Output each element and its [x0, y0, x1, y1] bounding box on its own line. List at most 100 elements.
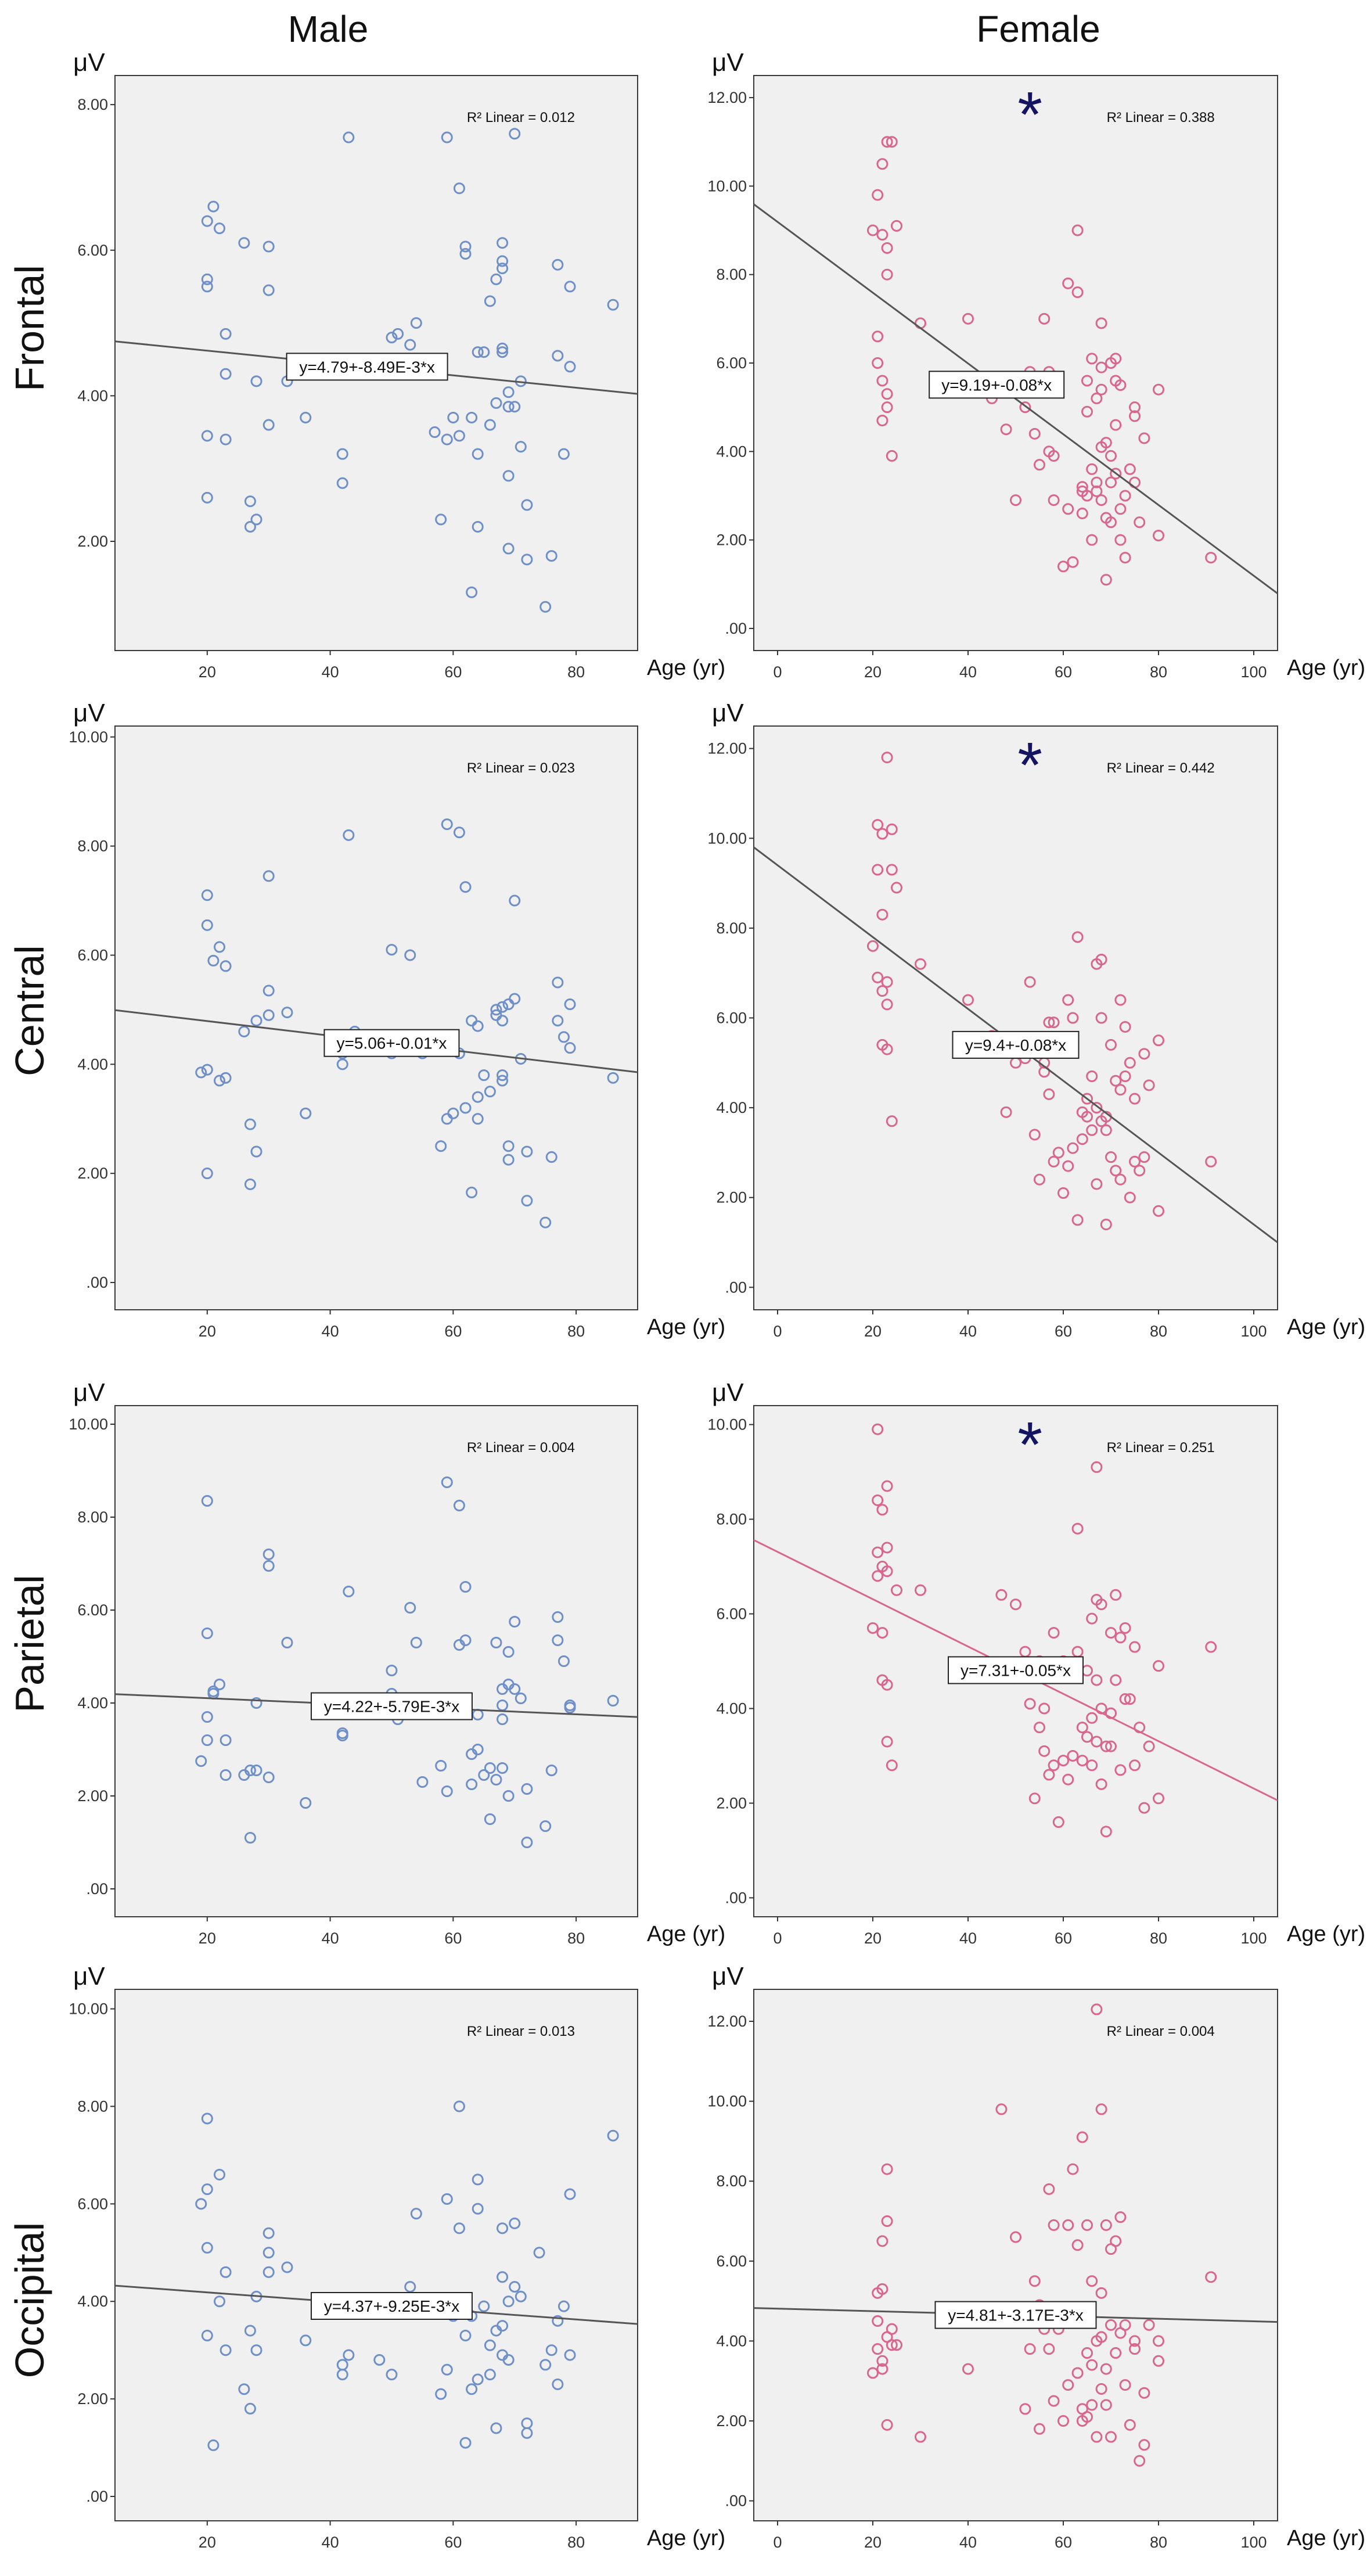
- data-point: [607, 1072, 619, 1084]
- y-tick-label: 4.00: [716, 1700, 747, 1717]
- data-point: [1100, 2219, 1112, 2231]
- x-tick-label: 60: [444, 1930, 462, 1947]
- data-point: [1205, 1641, 1217, 1653]
- data-point: [509, 401, 521, 413]
- data-point: [521, 2427, 533, 2439]
- data-point: [1138, 2439, 1150, 2451]
- r2-label: R² Linear = 0.012: [467, 110, 575, 125]
- x-tick-label: 80: [567, 1930, 585, 1947]
- data-point: [962, 994, 974, 1006]
- data-point: [1119, 552, 1131, 564]
- y-tick-label: 2.00: [77, 1787, 108, 1805]
- equation-label: y=9.4+-0.08*x: [965, 1036, 1066, 1054]
- x-tick-label: 60: [444, 663, 462, 681]
- data-point: [262, 1560, 275, 1572]
- equation-box: [310, 1692, 473, 1720]
- data-point: [1043, 2343, 1055, 2355]
- column-header-male: Male: [288, 8, 369, 50]
- data-point: [876, 1504, 888, 1516]
- y-tick-label: 4.00: [77, 1055, 108, 1073]
- x-tick-label: 40: [959, 1323, 977, 1340]
- data-point: [1010, 1598, 1021, 1611]
- data-point: [1038, 1745, 1051, 1757]
- data-point: [484, 2369, 496, 2381]
- data-point: [1091, 1461, 1103, 1473]
- data-point: [1100, 2399, 1112, 2411]
- y-tick-label: 8.00: [77, 1508, 108, 1526]
- data-point: [1057, 1755, 1069, 1767]
- data-point: [891, 220, 902, 232]
- data-point: [1095, 317, 1107, 329]
- y-tick-label: 6.00: [77, 242, 108, 259]
- data-point: [1071, 1522, 1084, 1535]
- y-tick-label: .00: [86, 1274, 108, 1291]
- data-point: [1091, 1674, 1103, 1686]
- x-tick-label: 40: [322, 1930, 339, 1947]
- equation-box: [952, 1030, 1080, 1059]
- data-point: [201, 215, 213, 227]
- data-point: [521, 554, 533, 566]
- data-point: [1095, 2383, 1107, 2395]
- data-point: [881, 1043, 893, 1055]
- equation-box: [934, 2301, 1097, 2329]
- data-point: [336, 2369, 348, 2381]
- data-point: [1019, 401, 1031, 414]
- data-point: [1095, 361, 1107, 373]
- data-point: [1119, 2379, 1131, 2391]
- data-point: [509, 993, 521, 1005]
- data-point: [497, 342, 509, 354]
- data-point: [497, 2222, 509, 2234]
- data-point: [1076, 2131, 1088, 2143]
- data-point: [1138, 2387, 1150, 2399]
- y-tick-label: 12.00: [707, 2013, 747, 2030]
- data-point: [262, 2227, 275, 2239]
- data-point: [876, 2235, 888, 2247]
- data-point: [915, 958, 926, 970]
- data-point: [876, 985, 888, 997]
- data-point: [539, 601, 552, 613]
- data-point: [881, 136, 893, 148]
- data-point: [552, 350, 564, 362]
- significance-star: *: [1017, 79, 1042, 150]
- data-point: [466, 411, 478, 423]
- data-point: [1028, 2275, 1041, 2287]
- x-axis-label: Age (yr): [1287, 1922, 1365, 1946]
- data-point: [564, 361, 576, 373]
- point-group: [201, 128, 619, 613]
- data-point: [876, 908, 888, 921]
- data-point: [1114, 1764, 1127, 1776]
- data-point: [214, 1679, 225, 1690]
- data-point: [497, 346, 509, 358]
- data-point: [466, 2383, 478, 2395]
- data-point: [207, 1686, 220, 1697]
- data-point: [343, 829, 355, 841]
- y-tick-label: 2.00: [716, 1794, 747, 1812]
- data-point: [201, 889, 213, 901]
- data-point: [1134, 2455, 1146, 2467]
- x-axis-label: Age (yr): [1287, 2526, 1365, 2550]
- data-point: [1048, 2395, 1060, 2407]
- data-point: [201, 1627, 213, 1639]
- data-point: [1043, 1769, 1055, 1781]
- point-group: [867, 136, 1217, 586]
- data-point: [1153, 530, 1164, 541]
- y-tick-label: .00: [725, 1889, 747, 1906]
- x-tick-label: 0: [773, 1930, 782, 1947]
- data-point: [195, 2198, 207, 2210]
- data-point: [441, 818, 453, 831]
- data-point: [386, 2369, 398, 2381]
- data-point: [1110, 419, 1122, 431]
- data-point: [539, 1820, 552, 1832]
- data-point: [886, 864, 898, 876]
- data-point: [1038, 312, 1051, 325]
- data-point: [557, 1031, 570, 1043]
- data-point: [472, 1091, 484, 1103]
- data-point: [1081, 2347, 1093, 2359]
- y-tick-label: 2.00: [77, 2390, 108, 2408]
- data-point: [1095, 494, 1107, 506]
- x-tick-label: 0: [773, 663, 782, 681]
- data-point: [1134, 516, 1146, 529]
- data-point: [201, 2112, 213, 2125]
- data-point: [1110, 468, 1122, 480]
- data-point: [1119, 1070, 1131, 1082]
